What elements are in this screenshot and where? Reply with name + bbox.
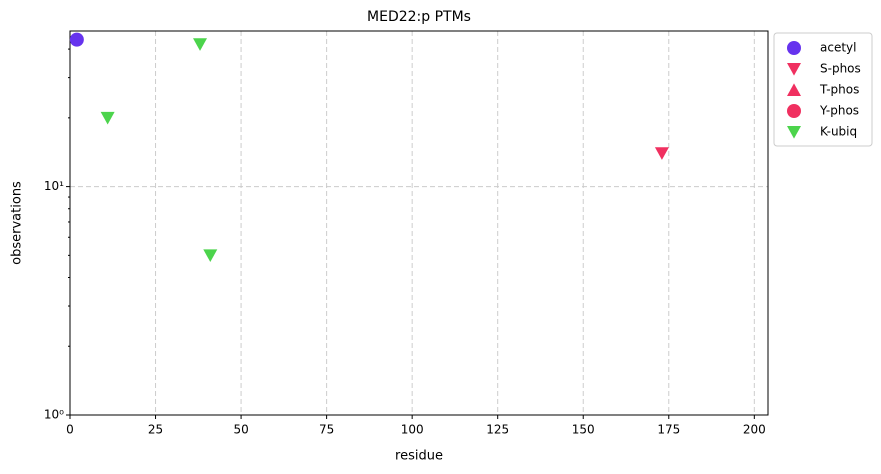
legend-label: S-phos: [820, 62, 861, 76]
x-tick-label: 200: [743, 423, 766, 437]
plot-frame: [69, 30, 769, 416]
legend-marker: [787, 104, 801, 118]
x-tick-label: 75: [319, 423, 334, 437]
legend-label: K-ubiq: [820, 125, 857, 139]
legend-frame: [773, 32, 873, 147]
point: [100, 111, 115, 125]
legend-label: acetyl: [820, 41, 856, 55]
y-tick-label: 10¹: [44, 179, 64, 193]
x-tick-label: 175: [657, 423, 680, 437]
legend: acetyl S-phos T-phos Y-phos K-ubiq: [773, 32, 873, 147]
legend-marker: [787, 63, 801, 76]
legend-marker: [787, 41, 801, 55]
chart-title: MED22:p PTMs: [367, 9, 471, 25]
x-axis-label: residue: [395, 449, 443, 464]
x-tick-label: 150: [572, 423, 595, 437]
x-tick-label: 25: [148, 423, 163, 437]
legend-label: Y-phos: [819, 104, 859, 118]
point: [193, 38, 208, 51]
point: [203, 249, 218, 263]
x-tick-label: 50: [233, 423, 248, 437]
x-tick-label: 0: [66, 423, 74, 437]
legend-label: T-phos: [819, 83, 859, 97]
y-tick-label: 10⁰: [44, 408, 64, 422]
legend-marker: [787, 126, 801, 139]
x-tick-label: 100: [401, 423, 424, 437]
legend-marker: [787, 83, 801, 96]
point: [69, 32, 84, 47]
x-tick-label: 125: [486, 423, 509, 437]
point: [654, 147, 669, 160]
y-axis-label: observations: [10, 181, 25, 265]
